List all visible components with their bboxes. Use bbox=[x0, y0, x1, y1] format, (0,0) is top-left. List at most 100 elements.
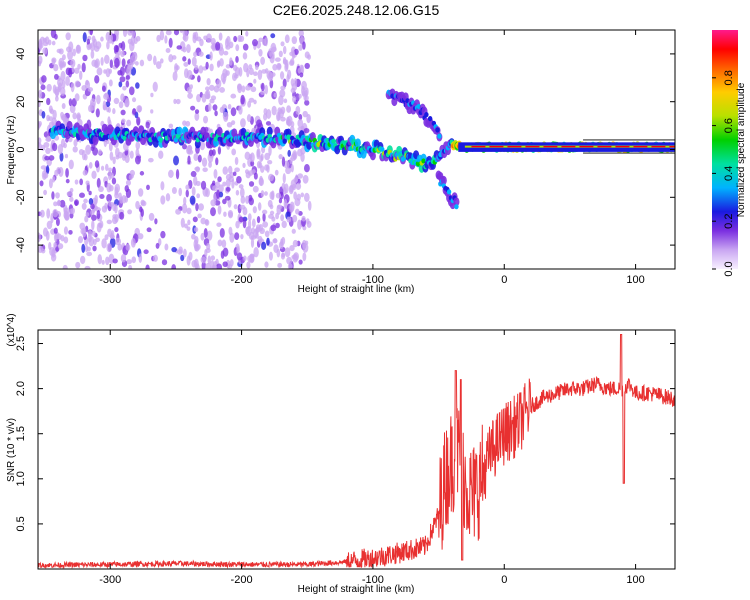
noise-cell bbox=[240, 234, 244, 240]
noise-cell bbox=[186, 226, 191, 231]
noise-cell bbox=[145, 264, 150, 269]
noise-cell bbox=[231, 179, 235, 189]
noise-cell bbox=[95, 237, 100, 243]
snr-ytick-label: 1.5 bbox=[15, 426, 27, 441]
noise-cell bbox=[253, 78, 257, 84]
noise-cell bbox=[106, 219, 113, 225]
noise-cell bbox=[57, 243, 64, 250]
noise-cell bbox=[114, 57, 120, 68]
noise-cell bbox=[185, 120, 191, 127]
noise-cell bbox=[66, 191, 72, 197]
ridge-cell bbox=[437, 133, 442, 139]
noise-cell bbox=[266, 237, 270, 246]
snr-frame bbox=[37, 329, 676, 570]
noise-cell bbox=[51, 40, 56, 46]
noise-cell bbox=[125, 75, 131, 80]
noise-cell bbox=[193, 227, 199, 233]
noise-cell bbox=[145, 121, 150, 129]
snr-axes: -300 -200 -100 0 100 0.5 1.0 1.5 2.0 2.5 bbox=[15, 330, 675, 586]
noise-cell bbox=[89, 102, 96, 111]
noise-cell bbox=[74, 67, 80, 74]
noise-cell bbox=[42, 47, 48, 55]
noise-cell bbox=[264, 230, 270, 238]
noise-cell bbox=[295, 208, 300, 215]
noise-cell bbox=[161, 259, 168, 266]
noise-cell bbox=[125, 80, 130, 88]
snr-xtick-label: -100 bbox=[362, 574, 384, 586]
noise-cell bbox=[256, 149, 260, 160]
noise-cell bbox=[209, 63, 214, 72]
noise-cell bbox=[75, 261, 81, 269]
noise-cell bbox=[168, 37, 173, 48]
noise-cell bbox=[68, 159, 74, 170]
noise-cell bbox=[290, 164, 294, 173]
noise-cell bbox=[282, 173, 286, 184]
noise-cell bbox=[52, 208, 59, 218]
noise-cell bbox=[293, 191, 298, 200]
noise-cell bbox=[257, 69, 263, 80]
noise-cell bbox=[263, 108, 268, 115]
colorbar-tick-label: 0.6 bbox=[723, 118, 735, 133]
noise-cell bbox=[89, 30, 93, 36]
noise-cell bbox=[139, 171, 145, 176]
noise-cell bbox=[96, 177, 101, 189]
noise-cell bbox=[241, 85, 246, 93]
noise-cell bbox=[260, 165, 265, 173]
noise-cell bbox=[253, 71, 258, 77]
noise-cell bbox=[124, 97, 130, 108]
noise-cell bbox=[237, 83, 243, 94]
noise-cell bbox=[88, 197, 94, 205]
noise-cell bbox=[119, 76, 126, 83]
noise-cell bbox=[158, 150, 164, 160]
noise-cell bbox=[262, 221, 269, 228]
noise-cell bbox=[283, 198, 288, 209]
noise-cell bbox=[209, 260, 215, 269]
noise-cell bbox=[44, 155, 50, 161]
noise-cell bbox=[119, 66, 125, 77]
noise-cell bbox=[292, 253, 299, 263]
snr-series-line bbox=[38, 334, 675, 569]
noise-cell bbox=[113, 97, 120, 105]
noise-cell bbox=[183, 196, 187, 206]
ridge-cell bbox=[424, 112, 429, 118]
noise-cell bbox=[283, 98, 288, 104]
noise-cell bbox=[217, 60, 221, 67]
noise-cell bbox=[225, 186, 231, 192]
noise-cell bbox=[289, 204, 294, 213]
noise-cell bbox=[138, 253, 143, 263]
noise-cell bbox=[207, 255, 212, 265]
noise-cell bbox=[281, 156, 286, 167]
noise-cell bbox=[165, 193, 171, 202]
noise-cell bbox=[210, 199, 217, 207]
noise-cell bbox=[128, 264, 133, 269]
noise-cell bbox=[300, 147, 306, 155]
noise-cell bbox=[106, 41, 110, 50]
ridge-halo bbox=[92, 136, 99, 146]
noise-cell bbox=[126, 259, 133, 265]
noise-cell bbox=[53, 63, 59, 72]
colorbar: 0.0 0.2 0.4 0.6 0.8 Normalized spectral ampl… bbox=[712, 30, 747, 277]
noise-cell bbox=[206, 242, 211, 251]
noise-cell bbox=[257, 235, 263, 243]
ridge-halo bbox=[107, 124, 114, 134]
noise-cell bbox=[193, 51, 198, 58]
noise-cell bbox=[51, 142, 58, 152]
noise-cell bbox=[305, 87, 309, 97]
noise-cell bbox=[85, 212, 90, 217]
noise-cell bbox=[274, 169, 279, 176]
noise-cell bbox=[291, 36, 298, 45]
spectrogram-xtick-label: 100 bbox=[626, 274, 644, 286]
ridge-cell bbox=[435, 127, 440, 133]
noise-cell bbox=[206, 33, 212, 43]
noise-cell bbox=[45, 230, 50, 241]
noise-cell bbox=[245, 226, 250, 235]
noise-cell bbox=[190, 105, 196, 111]
noise-cell bbox=[290, 87, 296, 94]
noise-cell bbox=[143, 249, 149, 255]
ridge-halo bbox=[194, 139, 201, 149]
noise-cell bbox=[236, 175, 242, 184]
noise-cell bbox=[276, 248, 281, 258]
noise-cell bbox=[91, 214, 97, 221]
